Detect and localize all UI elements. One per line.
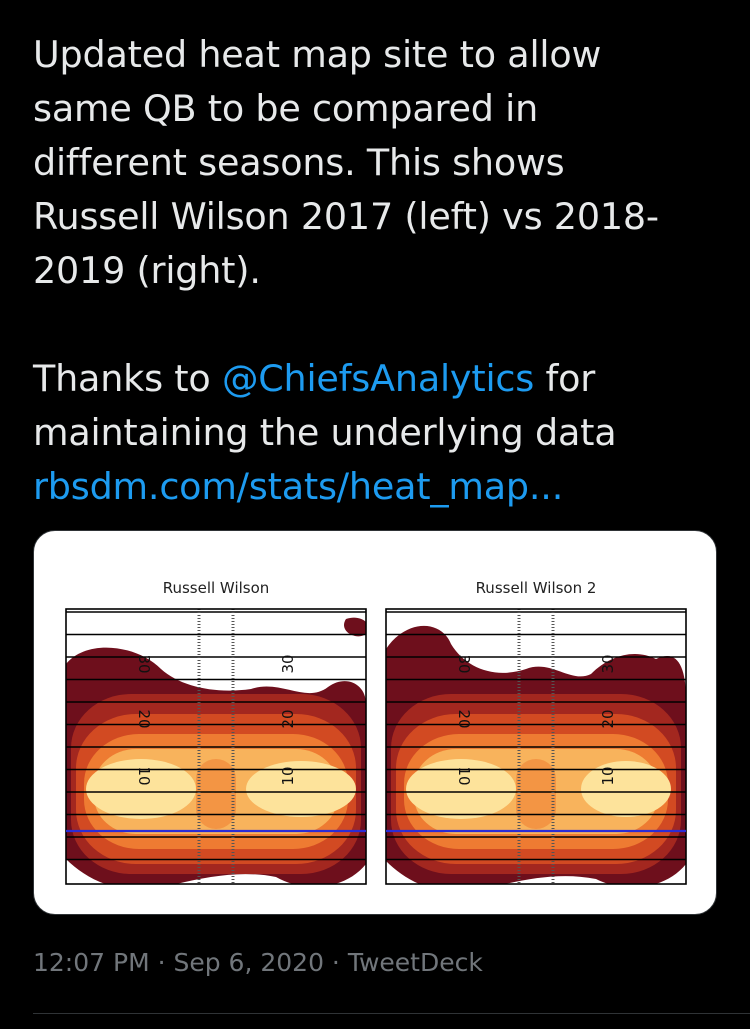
thanks-prefix: Thanks to — [33, 357, 222, 400]
tweet-text: Updated heat map site to allow same QB t… — [33, 28, 723, 514]
yard-number-label: 10 — [279, 766, 297, 785]
tweet-line-4: Russell Wilson 2017 (left) vs 2018- — [33, 195, 659, 238]
tweet-line-1: Updated heat map site to allow — [33, 33, 602, 76]
heat-map-panel-2: 30 20 10 30 20 10 — [385, 608, 687, 885]
heat-contour — [344, 617, 366, 637]
yard-number-label: 20 — [135, 709, 153, 728]
yard-number-label: 20 — [279, 709, 297, 728]
heat-layer — [66, 617, 366, 884]
tweet-date[interactable]: Sep 6, 2020 — [173, 948, 324, 977]
tweet-line-6: Thanks to @ChiefsAnalytics for — [33, 352, 723, 406]
media-image[interactable]: 30 20 10 30 20 10 Russell Wilson 30 20 10 30 20 10 Ru… — [33, 530, 717, 915]
mention-link[interactable]: @ChiefsAnalytics — [221, 357, 535, 400]
tweet-line-7: maintaining the underlying data — [33, 411, 617, 454]
heat-map-title: Russell Wilson — [163, 579, 270, 597]
yard-number-label: 30 — [455, 654, 473, 673]
divider — [33, 1013, 750, 1014]
heat-hotspot — [246, 761, 356, 817]
thanks-suffix: for — [534, 357, 596, 400]
heat-hotspot — [406, 759, 516, 819]
heat-hotspot — [86, 759, 196, 819]
yard-number-label: 30 — [135, 654, 153, 673]
heat-hotspot — [581, 761, 671, 817]
yard-number-label: 20 — [455, 709, 473, 728]
heat-layer — [386, 625, 686, 884]
tweet-time[interactable]: 12:07 PM — [33, 948, 150, 977]
yard-number-label: 20 — [599, 709, 617, 728]
url-link[interactable]: rbsdm.com/stats/heat_map... — [33, 465, 564, 508]
heat-channel — [516, 759, 556, 829]
yard-number-label: 10 — [599, 766, 617, 785]
yard-number-label: 10 — [455, 766, 473, 785]
meta-separator: · — [323, 948, 348, 977]
tweet-line-5: 2019 (right). — [33, 249, 261, 292]
yard-number-label: 30 — [599, 654, 617, 673]
tweet-client[interactable]: TweetDeck — [347, 948, 483, 977]
heat-map-panel-1: 30 20 10 30 20 10 — [65, 608, 367, 885]
field-frame — [385, 608, 687, 885]
heat-channel — [196, 759, 236, 829]
yard-number-label: 10 — [135, 766, 153, 785]
heat-map-title: Russell Wilson 2 — [476, 579, 597, 597]
tweet-metadata: 12:07 PM · Sep 6, 2020 · TweetDeck — [33, 948, 483, 977]
heat-map-figure: 30 20 10 30 20 10 Russell Wilson 30 20 10 30 20 10 Ru… — [65, 579, 687, 885]
tweet-line-3: different seasons. This shows — [33, 141, 565, 184]
meta-separator: · — [149, 948, 174, 977]
yard-number-label: 30 — [279, 654, 297, 673]
paragraph-break — [33, 298, 723, 352]
field-frame — [65, 608, 367, 885]
tweet-line-2: same QB to be compared in — [33, 87, 539, 130]
